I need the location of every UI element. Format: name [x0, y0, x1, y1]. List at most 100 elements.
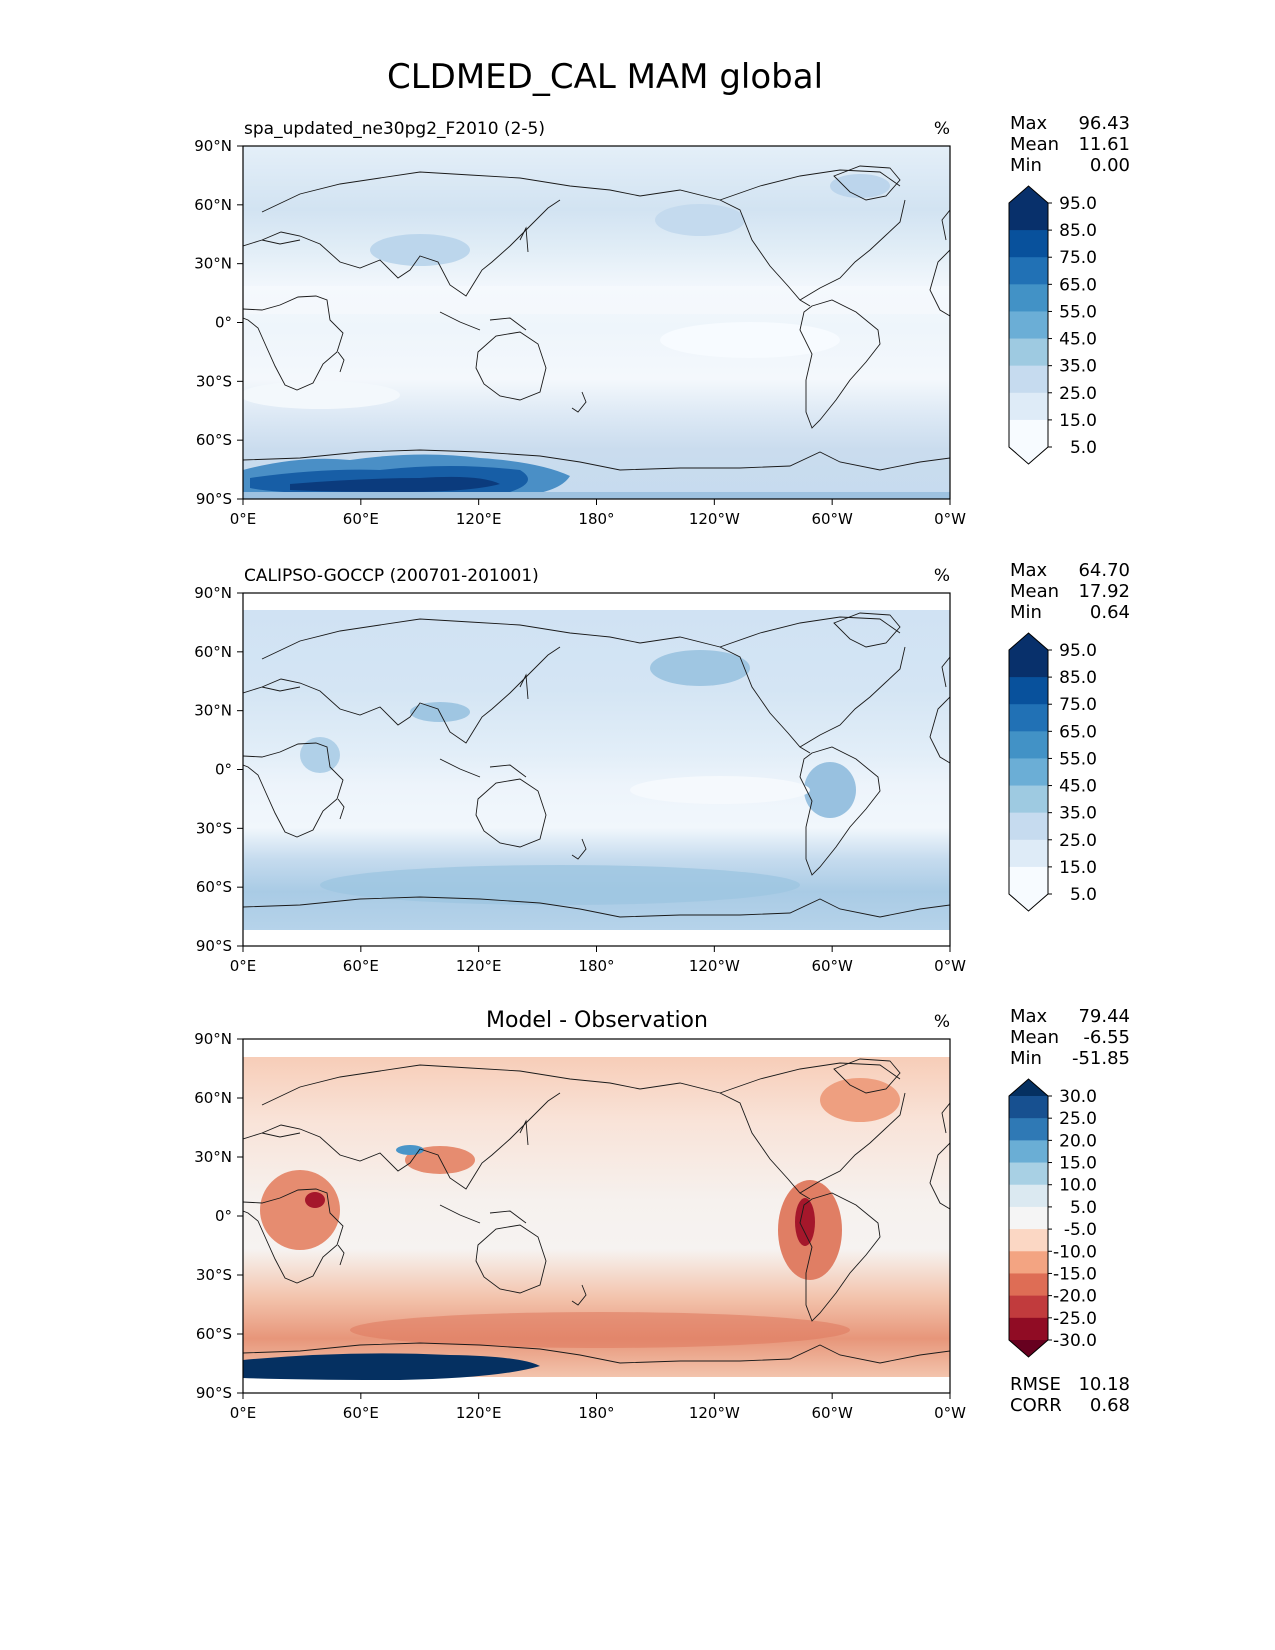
x-tick-label: 120°W — [689, 957, 740, 975]
stat-value: 10.18 — [1078, 1374, 1130, 1395]
panel-model-feature — [660, 322, 840, 358]
colorbar-label: 5.0 — [1070, 885, 1097, 905]
colorbar-label: 65.0 — [1059, 722, 1097, 742]
colorbar-segment — [1009, 1184, 1048, 1208]
x-tick-label: 120°E — [456, 957, 502, 975]
panel-diff-title: Model - Observation — [486, 1008, 708, 1033]
panel-obs-title: CALIPSO-GOCCP (200701-201001) — [244, 566, 539, 586]
y-tick-label: 60°N — [194, 196, 232, 214]
colorbar-segment — [1009, 1229, 1048, 1252]
x-tick-label: 120°E — [456, 510, 502, 528]
x-tick-label: 0°E — [230, 1404, 257, 1422]
colorbar-segment — [1009, 704, 1048, 732]
panel-diff-feature — [350, 1312, 850, 1348]
x-tick-label: 180° — [578, 1404, 614, 1422]
panel-obs-feature — [320, 865, 800, 905]
colorbar-segment — [1009, 785, 1048, 814]
y-tick-label: 30°N — [194, 255, 232, 273]
x-tick-label: 60°E — [343, 957, 379, 975]
panel-model-feature — [830, 174, 890, 198]
y-tick-label: 60°S — [196, 431, 232, 449]
y-tick-label: 90°S — [196, 1384, 232, 1402]
panel-diff-feature — [820, 1078, 900, 1122]
colorbar-label: 25.0 — [1059, 1109, 1097, 1129]
colorbar-segment — [1009, 230, 1048, 258]
y-tick-label: 30°S — [196, 1266, 232, 1284]
colorbar-label: 35.0 — [1059, 357, 1097, 377]
x-tick-label: 0°W — [934, 1404, 966, 1422]
stat-value: 79.44 — [1078, 1006, 1130, 1027]
colorbar-segment — [1009, 1206, 1048, 1230]
x-tick-label: 120°E — [456, 1404, 502, 1422]
panel-model-title: spa_updated_ne30pg2_F2010 (2-5) — [244, 119, 545, 139]
x-tick-label: 0°E — [230, 510, 257, 528]
colorbar-segment — [1009, 257, 1048, 285]
colorbar-segment — [1009, 1118, 1048, 1141]
panel-model-units: % — [934, 119, 950, 139]
panel-obs-feature — [804, 762, 856, 818]
colorbar-segment — [1009, 419, 1048, 448]
colorbar-segment — [1009, 1273, 1048, 1297]
x-tick-label: 60°W — [811, 957, 853, 975]
y-tick-label: 60°S — [196, 1325, 232, 1343]
x-tick-label: 60°E — [343, 1404, 379, 1422]
colorbar-label: 85.0 — [1059, 221, 1097, 241]
panel-diff-units: % — [934, 1012, 950, 1032]
panel-model-feature — [243, 286, 950, 314]
stat-value: 0.68 — [1090, 1395, 1130, 1416]
x-tick-label: 180° — [578, 510, 614, 528]
y-tick-label: 60°N — [194, 643, 232, 661]
colorbar-extend-bottom — [1009, 447, 1048, 464]
colorbar-segment — [1009, 284, 1048, 312]
y-tick-label: 60°S — [196, 878, 232, 896]
panel-diff-feature — [260, 1170, 340, 1250]
stat-value: -51.85 — [1072, 1048, 1130, 1069]
y-tick-label: 30°N — [194, 1148, 232, 1166]
stat-label: Min — [1010, 155, 1042, 176]
colorbar-label: 75.0 — [1059, 695, 1097, 715]
panel-model-feature — [370, 234, 470, 266]
y-tick-label: 0° — [215, 314, 232, 332]
panel-model-antarctic-max — [290, 476, 500, 492]
colorbar-label: 95.0 — [1059, 641, 1097, 661]
stat-label: Min — [1010, 1048, 1042, 1069]
colorbar-label: 55.0 — [1059, 302, 1097, 322]
panel-obs-feature — [300, 737, 340, 773]
colorbar-label: 5.0 — [1070, 438, 1097, 458]
y-tick-label: 30°S — [196, 372, 232, 390]
stat-value: -6.55 — [1083, 1027, 1130, 1048]
panel-obs: CALIPSO-GOCCP (200701-201001) % — [242, 566, 951, 947]
colorbar-extend-top — [1009, 186, 1048, 203]
colorbar-segment — [1009, 1096, 1048, 1119]
colorbar-segment — [1009, 1295, 1048, 1319]
x-tick-label: 180° — [578, 957, 614, 975]
colorbar-segment — [1009, 758, 1048, 787]
stat-value: 17.92 — [1078, 581, 1130, 602]
colorbar-segment — [1009, 650, 1048, 678]
colorbar-segment — [1009, 311, 1048, 340]
colorbar-extend-bottom — [1009, 894, 1048, 911]
colorbar-segment — [1009, 1140, 1048, 1164]
x-tick-label: 0°W — [934, 510, 966, 528]
panel-model-feature — [243, 381, 400, 409]
colorbar-label: 85.0 — [1059, 668, 1097, 688]
panel-obs-feature — [630, 776, 810, 804]
colorbar-segment — [1009, 1317, 1048, 1341]
panel-diff-feature — [405, 1146, 475, 1174]
panel-obs-feature — [650, 650, 750, 686]
panel-diff-feature — [305, 1192, 325, 1208]
y-tick-label: 90°N — [194, 584, 232, 602]
panel-diff-antarctic-max — [243, 1353, 540, 1380]
y-tick-label: 0° — [215, 761, 232, 779]
colorbar-segment — [1009, 203, 1048, 231]
colorbar-label: 25.0 — [1059, 384, 1097, 404]
colorbar-segment — [1009, 1251, 1048, 1274]
panel-model: spa_updated_ne30pg2_F2010 (2-5) % — [242, 119, 951, 500]
colorbar-segment — [1009, 677, 1048, 705]
colorbar-label: 15.0 — [1059, 1154, 1097, 1174]
colorbar-label: 75.0 — [1059, 248, 1097, 268]
stat-label: Mean — [1010, 1027, 1059, 1048]
y-tick-label: 90°S — [196, 490, 232, 508]
x-tick-label: 120°W — [689, 1404, 740, 1422]
